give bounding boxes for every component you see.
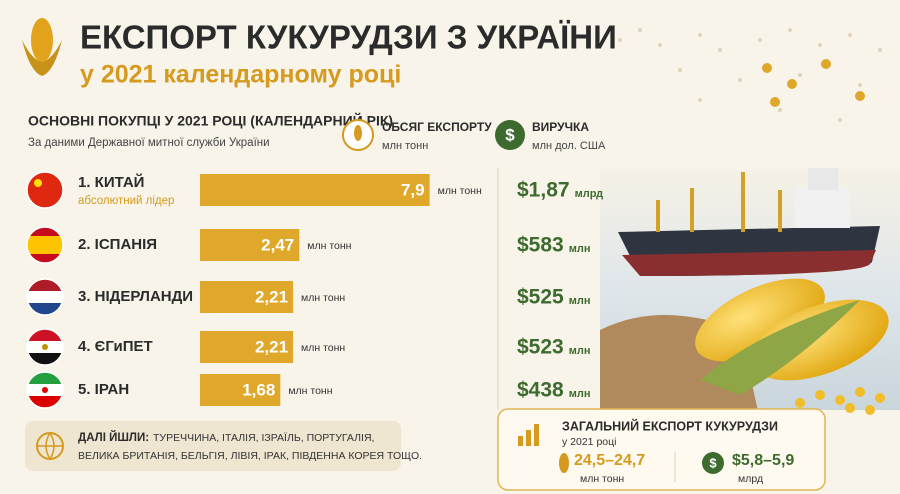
- total-title: ЗАГАЛЬНИЙ ЕКСПОРТ КУКУРУДЗИ: [562, 418, 778, 433]
- legend-volume-unit: млн тонн: [382, 140, 428, 152]
- bar-unit: млн тонн: [438, 185, 482, 197]
- bar-unit: млн тонн: [307, 240, 351, 252]
- total-box: [497, 408, 826, 491]
- bar-unit: млн тонн: [301, 292, 345, 304]
- bar: [200, 174, 430, 206]
- flag: [27, 172, 63, 208]
- bar-label: 2,47: [261, 235, 294, 254]
- svg-text:$: $: [709, 455, 717, 470]
- title: ЕКСПОРТ КУКУРУДЗИ З УКРАЇНИ: [80, 19, 617, 56]
- revenue-unit: млн: [569, 295, 591, 307]
- country-name: 1. КИТАЙ: [78, 173, 144, 191]
- flag-ring: [26, 226, 64, 264]
- flag-icon: [27, 172, 63, 208]
- subtitle: у 2021 календарному році: [80, 61, 401, 89]
- revenue-unit: млрд: [575, 188, 604, 200]
- bar: [200, 374, 281, 406]
- revenue: $583: [517, 234, 564, 257]
- buyers: 1. КИТАЙ абсолютний лідер 7,9 млн тонн $1,87…: [26, 171, 604, 409]
- others-line: ВЕЛИКА БРИТАНІЯ, БЕЛЬГІЯ, ЛІВІЯ, ІРАК, П…: [78, 450, 422, 462]
- legend: ОБСЯГ ЕКСПОРТУ млн тонн $ ВИРУЧКА млн до…: [342, 119, 606, 152]
- others-line: ТУРЕЧЧИНА, ІТАЛІЯ, ІЗРАЇЛЬ, ПОРТУГАЛІЯ,: [153, 432, 374, 444]
- scene: [600, 28, 900, 420]
- total-volume: 24,5–24,7: [574, 452, 645, 469]
- flag-ring: [26, 371, 64, 409]
- flag-ring: [26, 278, 64, 316]
- flag: [27, 236, 63, 254]
- revenue-unit: млн: [569, 388, 591, 400]
- bar-unit: млн тонн: [288, 385, 332, 397]
- corn-logo: [22, 18, 62, 76]
- bar-label: 2,21: [255, 287, 288, 306]
- chart-icon: [518, 424, 539, 446]
- bar-label: 7,9: [401, 180, 425, 199]
- revenue: $1,87: [517, 179, 570, 202]
- flag-icon: [27, 227, 63, 263]
- revenue-unit: млн: [569, 243, 591, 255]
- section-title: ОСНОВНІ ПОКУПЦІ У 2021 РОЦІ (КАЛЕНДАРНИЙ…: [28, 112, 393, 129]
- flag-emblem: [42, 387, 48, 393]
- svg-text:$: $: [505, 125, 515, 144]
- legend-revenue: ВИРУЧКА: [532, 120, 589, 134]
- country-name: 3. НІДЕРЛАНДИ: [78, 288, 193, 305]
- bar-label: 1,68: [242, 380, 275, 399]
- flag-ring: [26, 171, 64, 209]
- revenue: $438: [517, 379, 564, 402]
- bar: [200, 229, 300, 261]
- revenue: $523: [517, 336, 564, 359]
- legend-volume: ОБСЯГ ЕКСПОРТУ: [382, 120, 492, 134]
- bar: [200, 281, 294, 313]
- flag-emblem: [42, 344, 48, 350]
- revenue-unit: млн: [569, 345, 591, 357]
- bar: [200, 331, 294, 363]
- revenue: $525: [517, 286, 564, 309]
- others-box: [25, 421, 401, 471]
- total-revenue: $5,8–5,9: [732, 452, 794, 469]
- bar-unit: млн тонн: [301, 342, 345, 354]
- others-label: ДАЛІ ЙШЛИ:: [78, 431, 149, 444]
- legend-revenue-unit: млн дол. США: [532, 140, 606, 152]
- country-name: 2. ІСПАНІЯ: [78, 236, 157, 253]
- total-volume-unit: млн тонн: [580, 473, 624, 485]
- total-subtitle: у 2021 році: [562, 436, 616, 448]
- flag-ring: [26, 328, 64, 366]
- bar-label: 2,21: [255, 337, 288, 356]
- source: За даними Державної митної служби Україн…: [28, 137, 270, 149]
- flag: [27, 291, 63, 303]
- country-name: 4. ЄГиПЕТ: [78, 338, 153, 355]
- total-revenue-unit: млрд: [738, 473, 763, 485]
- country-note: абсолютний лідер: [78, 195, 174, 207]
- country-name: 5. ІРАН: [78, 381, 129, 398]
- flag-star: [34, 179, 42, 187]
